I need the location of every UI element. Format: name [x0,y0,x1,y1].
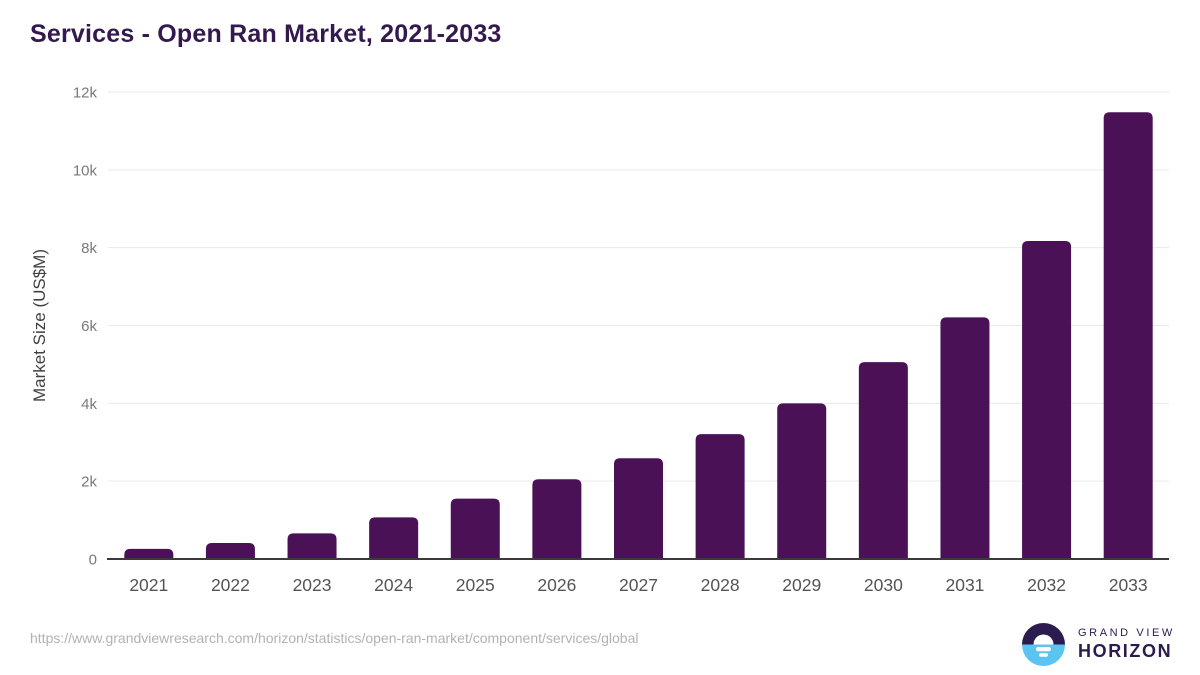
x-tick-label-2027: 2027 [619,575,658,595]
bar-2030 [858,362,908,559]
bar-2031 [940,317,990,559]
chart-title: Services - Open Ran Market, 2021-2033 [30,20,502,48]
x-tick-label-2023: 2023 [293,575,332,595]
bar-2028 [695,434,745,559]
bar-2029 [777,403,827,559]
bar-chart: 0 2k 4k 6k 8k 10k 12k 2021 2022 2023 2024 2025 2026 2… [30,85,1169,595]
x-tick-label-2022: 2022 [211,575,250,595]
y-tick-label-6k: 6k [81,318,97,335]
y-tick-label-0: 0 [89,552,97,569]
bar-2022 [205,543,255,559]
x-tick-label-2033: 2033 [1109,575,1148,595]
bar-2033 [1103,112,1153,559]
bar-2025 [450,498,500,559]
bar-2024 [369,517,419,559]
logo-text-grand-view: GRAND VIEW [1078,627,1175,639]
x-tick-label-2021: 2021 [129,575,168,595]
logo-text-horizon: HORIZON [1078,641,1173,661]
y-tick-label-8k: 8k [81,240,97,257]
y-tick-label-2k: 2k [81,474,97,491]
x-tick-label-2030: 2030 [864,575,903,595]
grand-view-horizon-logo-icon [1022,623,1065,666]
y-tick-label-4k: 4k [81,396,97,413]
bar-2021 [124,548,174,559]
x-tick-label-2025: 2025 [456,575,495,595]
bar-2027 [614,458,663,559]
source-url: https://www.grandviewresearch.com/horizo… [30,630,639,646]
x-tick-label-2029: 2029 [782,575,821,595]
y-tick-label-10k: 10k [73,162,98,179]
bar-2032 [1022,241,1072,559]
y-tick-label-12k: 12k [73,85,98,102]
x-tick-label-2026: 2026 [537,575,576,595]
bar-2023 [287,533,337,559]
grand-view-horizon-logo: GRAND VIEW HORIZON [1021,622,1175,667]
x-tick-label-2032: 2032 [1027,575,1066,595]
grand-view-horizon-logo-text: GRAND VIEW HORIZON [1078,627,1175,662]
y-axis-title: Market Size (US$M) [30,249,49,402]
x-tick-label-2031: 2031 [945,575,984,595]
x-tick-label-2024: 2024 [374,575,413,595]
bar-2026 [532,479,582,559]
x-tick-label-2028: 2028 [701,575,740,595]
